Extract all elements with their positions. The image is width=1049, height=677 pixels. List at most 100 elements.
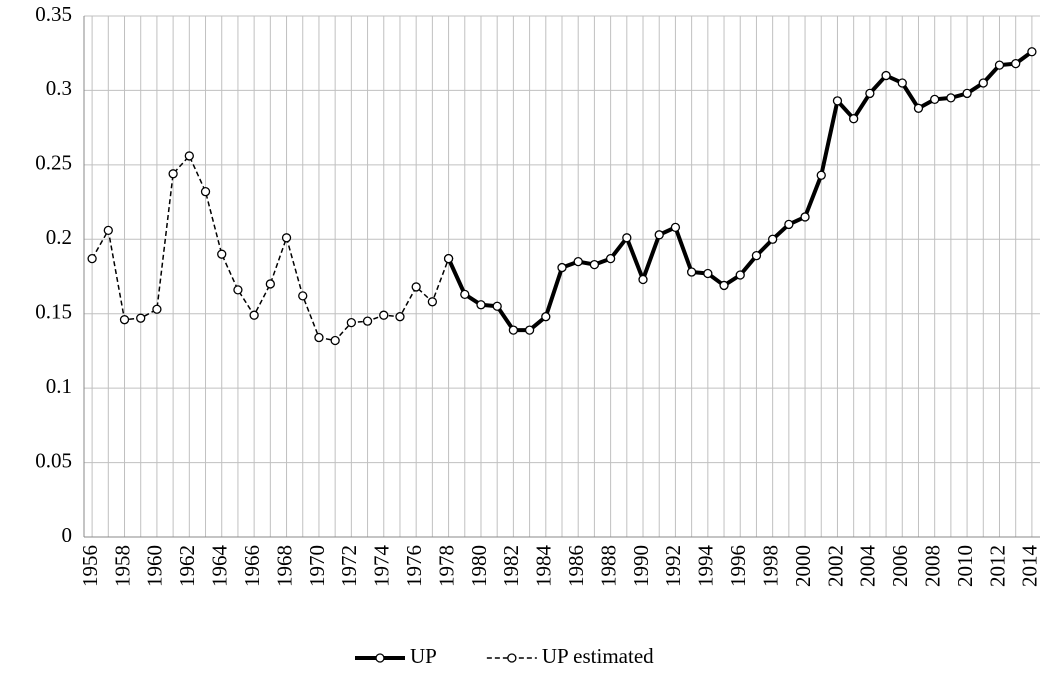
x-tick-label: 1982 — [499, 545, 523, 587]
point — [978, 78, 988, 88]
point — [87, 253, 97, 264]
point — [605, 253, 616, 264]
x-tick-label: 2004 — [856, 545, 880, 588]
x-tick-label: 1996 — [726, 545, 750, 587]
point — [622, 233, 632, 243]
point — [411, 282, 421, 292]
y-tick-label: 0.3 — [46, 76, 72, 100]
point — [913, 103, 924, 113]
point — [686, 267, 697, 277]
point — [184, 151, 194, 161]
point — [395, 312, 405, 322]
point — [1011, 58, 1021, 69]
point — [265, 279, 275, 289]
x-tick-label: 1962 — [175, 545, 199, 587]
point — [346, 317, 357, 328]
legend-label: UP estimated — [542, 644, 654, 668]
point — [994, 60, 1005, 70]
y-tick-label: 0.15 — [35, 300, 72, 324]
x-tick-label: 2010 — [953, 545, 977, 587]
point — [557, 262, 567, 273]
x-tick-label: 1956 — [78, 545, 102, 587]
x-tick-label: 1976 — [402, 545, 426, 587]
x-tick-label: 1968 — [272, 545, 296, 587]
point — [136, 313, 146, 323]
point — [200, 187, 211, 197]
point — [897, 78, 907, 88]
point — [152, 304, 162, 314]
legend-marker — [375, 653, 385, 663]
point — [654, 230, 664, 240]
x-tick-label: 1966 — [240, 545, 264, 587]
legend-label: UP — [410, 644, 437, 668]
x-tick-label: 1988 — [596, 545, 620, 587]
x-tick-label: 1970 — [305, 545, 329, 587]
point — [638, 274, 648, 285]
point — [816, 170, 826, 180]
point — [476, 300, 486, 310]
x-tick-label: 1960 — [143, 545, 167, 587]
y-tick-label: 0 — [62, 523, 73, 547]
x-tick-label: 1998 — [758, 545, 782, 587]
x-tick-label: 1986 — [564, 545, 588, 587]
point — [865, 88, 875, 99]
point — [589, 259, 600, 270]
point — [249, 310, 259, 320]
x-tick-label: 1994 — [694, 545, 718, 588]
x-tick-label: 2000 — [791, 545, 815, 587]
point — [703, 268, 713, 279]
point — [800, 212, 810, 222]
point — [751, 251, 762, 261]
series-line — [91, 155, 450, 342]
point — [573, 256, 583, 267]
point — [362, 316, 373, 326]
x-tick-label: 1972 — [337, 545, 361, 587]
point — [1027, 47, 1037, 57]
y-tick-label: 0.1 — [46, 374, 72, 398]
x-tick-label: 1992 — [661, 545, 685, 587]
y-tick-label: 0.25 — [35, 151, 72, 175]
x-tick-label: 1984 — [532, 545, 556, 588]
point — [314, 332, 324, 343]
y-tick-label: 0.35 — [35, 2, 72, 26]
x-tick-label: 2002 — [823, 545, 847, 587]
point — [119, 315, 130, 325]
point — [541, 312, 551, 322]
legend-marker — [507, 653, 517, 663]
point — [460, 289, 470, 300]
x-tick-label: 1958 — [110, 545, 134, 587]
point — [767, 234, 778, 244]
point — [508, 325, 519, 335]
point — [168, 169, 178, 179]
point — [784, 219, 794, 230]
point — [930, 94, 940, 105]
point — [217, 249, 227, 259]
point — [492, 301, 502, 311]
point — [330, 335, 340, 346]
point — [719, 280, 729, 291]
x-tick-label: 1980 — [467, 545, 491, 587]
point — [103, 225, 113, 236]
point — [735, 270, 745, 280]
y-tick-label: 0.05 — [35, 448, 72, 472]
point — [233, 285, 243, 295]
x-tick-label: 2006 — [888, 545, 912, 587]
point — [379, 310, 389, 320]
x-tick-label: 1964 — [208, 545, 232, 588]
point — [443, 253, 454, 264]
point — [281, 233, 292, 243]
y-tick-label: 0.2 — [46, 225, 72, 249]
point — [427, 297, 438, 307]
x-tick-label: 2008 — [920, 545, 944, 587]
point — [832, 96, 843, 106]
x-tick-label: 1974 — [370, 545, 394, 588]
x-tick-label: 2012 — [985, 545, 1009, 587]
point — [524, 325, 535, 335]
x-tick-label: 2014 — [1018, 545, 1042, 588]
point — [962, 88, 972, 99]
point — [881, 70, 891, 81]
x-tick-label: 1990 — [629, 545, 653, 587]
point — [298, 291, 308, 301]
point — [849, 114, 859, 124]
